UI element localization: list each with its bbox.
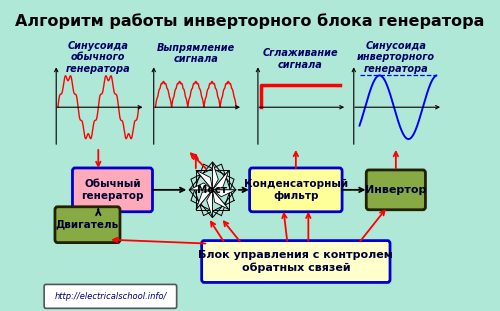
Polygon shape (212, 190, 236, 197)
Polygon shape (196, 190, 212, 210)
Text: Двигатель: Двигатель (56, 220, 119, 230)
Polygon shape (206, 190, 212, 218)
Text: Обычный
генератор: Обычный генератор (81, 179, 144, 201)
Polygon shape (189, 183, 212, 190)
FancyBboxPatch shape (55, 207, 120, 243)
Polygon shape (212, 190, 229, 210)
Polygon shape (212, 170, 229, 190)
Text: Синусоида
инверторного
генератора: Синусоида инверторного генератора (357, 40, 435, 74)
Polygon shape (212, 190, 236, 192)
Polygon shape (212, 190, 229, 210)
FancyBboxPatch shape (250, 168, 342, 212)
Text: Выпрямление
сигнала: Выпрямление сигнала (156, 43, 235, 64)
Polygon shape (189, 187, 212, 190)
FancyBboxPatch shape (44, 285, 176, 308)
Text: Мост: Мост (198, 185, 228, 195)
Text: http://electricalschool.info/: http://electricalschool.info/ (54, 292, 167, 301)
Polygon shape (196, 170, 212, 190)
FancyBboxPatch shape (202, 241, 390, 282)
Text: Синусоида
обычного
генератора: Синусоида обычного генератора (66, 40, 130, 74)
Text: Алгоритм работы инверторного блока генератора: Алгоритм работы инверторного блока генер… (16, 14, 484, 29)
Polygon shape (196, 190, 212, 210)
Text: Инвертор: Инвертор (365, 185, 426, 195)
Text: Конденсаторный
фильтр: Конденсаторный фильтр (244, 179, 348, 201)
Text: Блок управления с контролем
обратных связей: Блок управления с контролем обратных свя… (198, 250, 394, 273)
Polygon shape (212, 162, 218, 190)
FancyBboxPatch shape (72, 168, 152, 212)
Polygon shape (212, 170, 229, 190)
Polygon shape (212, 162, 214, 190)
FancyBboxPatch shape (366, 170, 426, 210)
Polygon shape (210, 190, 212, 218)
Polygon shape (196, 170, 212, 190)
Text: Сглаживание
сигнала: Сглаживание сигнала (262, 49, 338, 70)
